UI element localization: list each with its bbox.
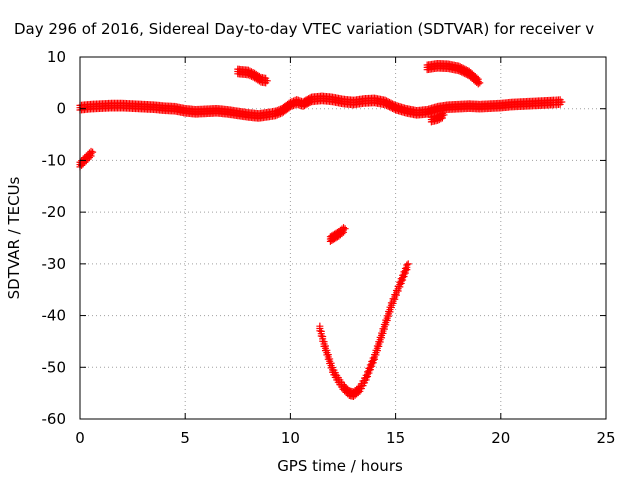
x-tick-label: 20 (491, 429, 510, 447)
data-point (392, 291, 400, 299)
data-point (438, 114, 446, 122)
y-tick-label: -20 (42, 203, 67, 221)
data-point (288, 102, 296, 110)
grid-lines (80, 57, 606, 419)
data-point (285, 104, 293, 112)
data-point (383, 316, 391, 324)
x-tick-label: 15 (386, 429, 405, 447)
data-point (78, 161, 86, 169)
y-axis-label: SDTVAR / TECUs (5, 176, 23, 299)
data-point (386, 308, 394, 316)
data-point (373, 347, 381, 355)
data-point (385, 312, 393, 320)
data-point (435, 116, 443, 124)
data-point (286, 103, 294, 111)
data-point (476, 79, 484, 87)
data-point (403, 266, 411, 274)
data-point (379, 329, 387, 337)
data-point (389, 299, 397, 307)
data-point (354, 389, 362, 397)
data-point (79, 160, 87, 168)
data-point (375, 342, 383, 350)
data-point (342, 388, 350, 396)
x-tick-label: 25 (596, 429, 615, 447)
data-point (338, 230, 346, 238)
x-axis-label: GPS time / hours (277, 457, 403, 475)
data-point (81, 158, 89, 166)
y-tick-label: -40 (42, 307, 67, 325)
data-point (474, 80, 482, 88)
data-point (272, 112, 280, 120)
data-point (341, 225, 349, 233)
data-point (378, 334, 386, 342)
data-point (376, 338, 384, 346)
data-point (390, 105, 398, 113)
data-point (394, 287, 402, 295)
data-point (400, 273, 408, 281)
data-point (340, 228, 348, 236)
data-point (263, 77, 271, 85)
data-point (84, 155, 92, 163)
data-point (369, 359, 377, 367)
data-point (87, 152, 95, 160)
x-tick-label: 10 (281, 429, 300, 447)
data-point (397, 279, 405, 287)
y-tick-label: 0 (56, 100, 66, 118)
data-point (399, 276, 407, 284)
data-point (401, 269, 409, 277)
data-point (89, 148, 97, 156)
data-point (273, 111, 281, 119)
y-tick-label: -60 (42, 410, 67, 428)
data-point (371, 355, 379, 363)
data-point (437, 115, 445, 123)
data-point (396, 283, 404, 291)
data-point (382, 321, 390, 329)
y-tick-label: -50 (42, 358, 67, 376)
data-point (368, 362, 376, 370)
data-point (364, 373, 372, 381)
data-point (276, 110, 284, 118)
data-point (255, 77, 263, 85)
data-point (391, 295, 399, 303)
data-point (366, 366, 374, 374)
data-point (434, 116, 442, 124)
data-point (290, 102, 298, 110)
data-point (404, 260, 412, 268)
x-tick-label: 0 (75, 429, 85, 447)
y-tick-label: -10 (42, 151, 67, 169)
chart-title: Day 296 of 2016, Sidereal Day-to-day VTE… (14, 20, 594, 38)
data-point (380, 325, 388, 333)
data-point (372, 351, 380, 359)
axis-ticks: 0 5 10 15 20 25 10 0 -10 -20 -30 -40 -50 -60 (42, 48, 616, 447)
data-point (362, 376, 370, 384)
y-tick-label: 10 (47, 48, 66, 66)
x-tick-label: 5 (180, 429, 190, 447)
data-point (387, 304, 395, 312)
data-point (275, 110, 283, 118)
data-point (365, 369, 373, 377)
data-point (440, 111, 448, 119)
y-tick-label: -30 (42, 255, 67, 273)
plot-frame (79, 56, 607, 420)
data-point (558, 98, 566, 106)
data-points (76, 59, 566, 401)
data-point (85, 154, 93, 162)
